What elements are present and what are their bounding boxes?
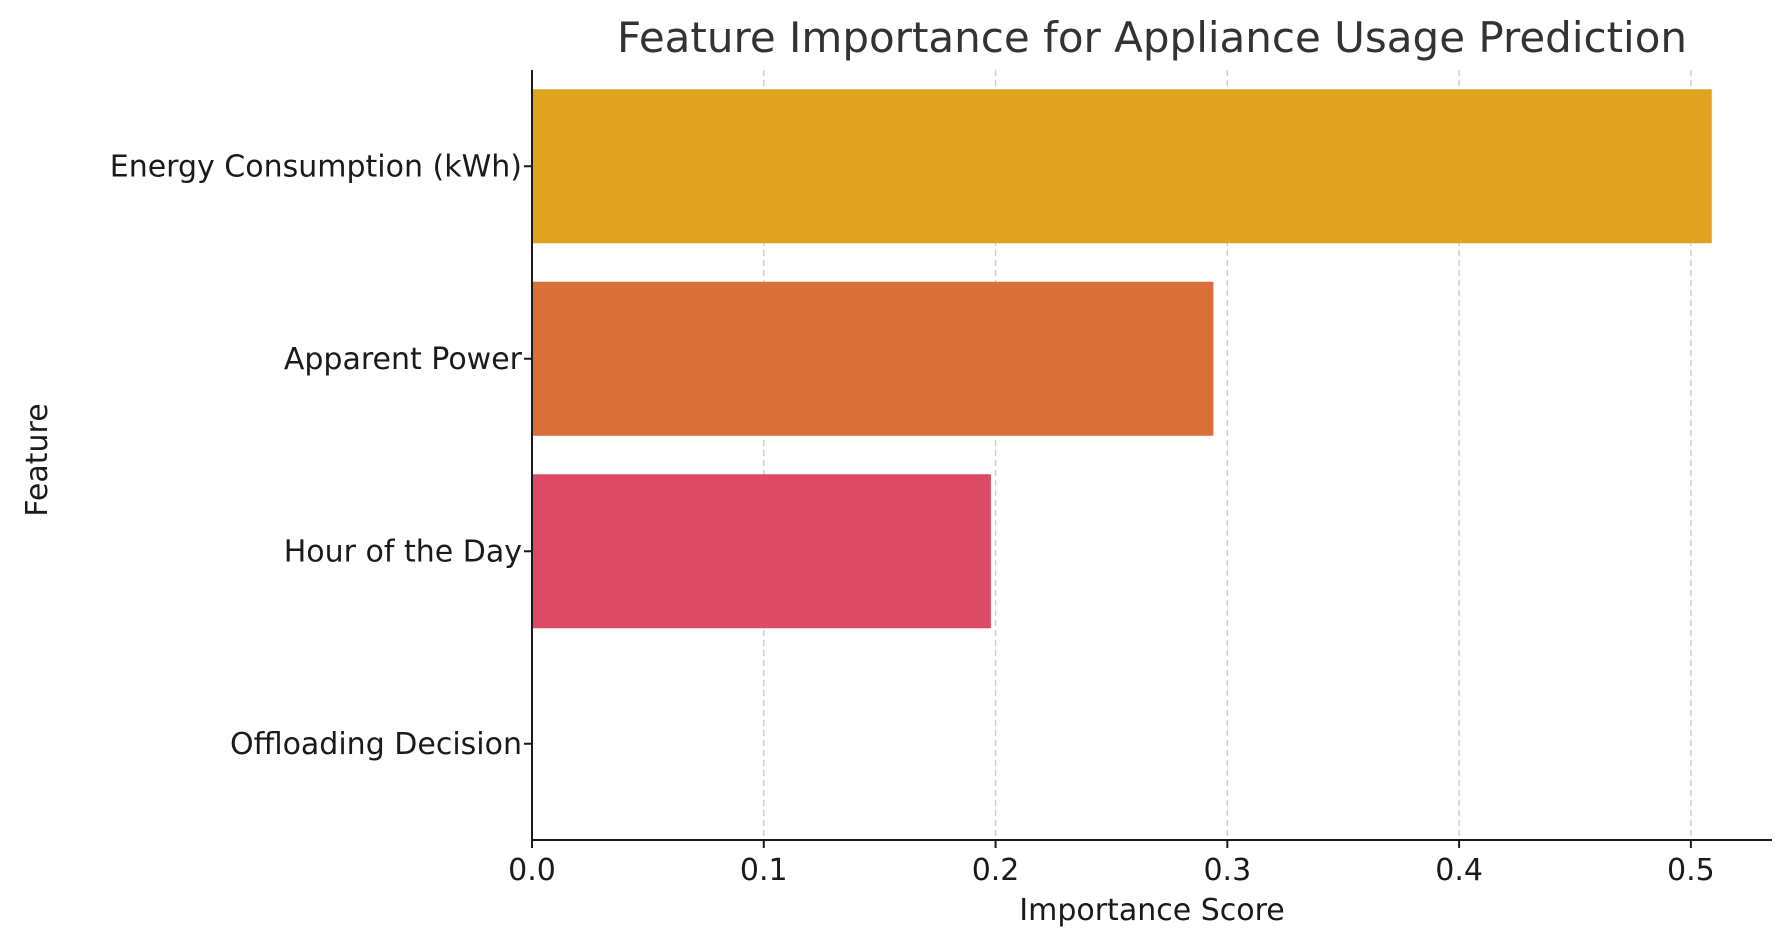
- x-tick-label: 0.5: [1667, 853, 1715, 888]
- chart-title: Feature Importance for Appliance Usage P…: [617, 13, 1687, 62]
- x-tick-label: 0.3: [1203, 853, 1251, 888]
- y-tick-label: Apparent Power: [284, 342, 523, 377]
- y-axis-label: Feature: [20, 403, 55, 516]
- bars: [532, 89, 1712, 629]
- x-ticks: 0.0 0.1 0.2 0.3 0.4 0.5: [508, 840, 1715, 888]
- x-tick-label: 0.1: [740, 853, 788, 888]
- bar: [532, 474, 991, 629]
- y-tick-label: Offloading Decision: [230, 727, 522, 762]
- axes: [531, 70, 1772, 841]
- bar: [532, 281, 1214, 436]
- x-tick-label: 0.2: [972, 853, 1020, 888]
- y-tick-label: Hour of the Day: [284, 534, 522, 569]
- x-tick-label: 0.4: [1435, 853, 1483, 888]
- x-tick-label: 0.0: [508, 853, 556, 888]
- x-axis-label: Importance Score: [1019, 893, 1284, 928]
- bar: [532, 89, 1712, 244]
- y-ticks: Energy Consumption (kWh) Apparent Power Ho…: [110, 149, 532, 762]
- y-tick-label: Energy Consumption (kWh): [110, 149, 522, 184]
- gridlines: [763, 70, 1692, 840]
